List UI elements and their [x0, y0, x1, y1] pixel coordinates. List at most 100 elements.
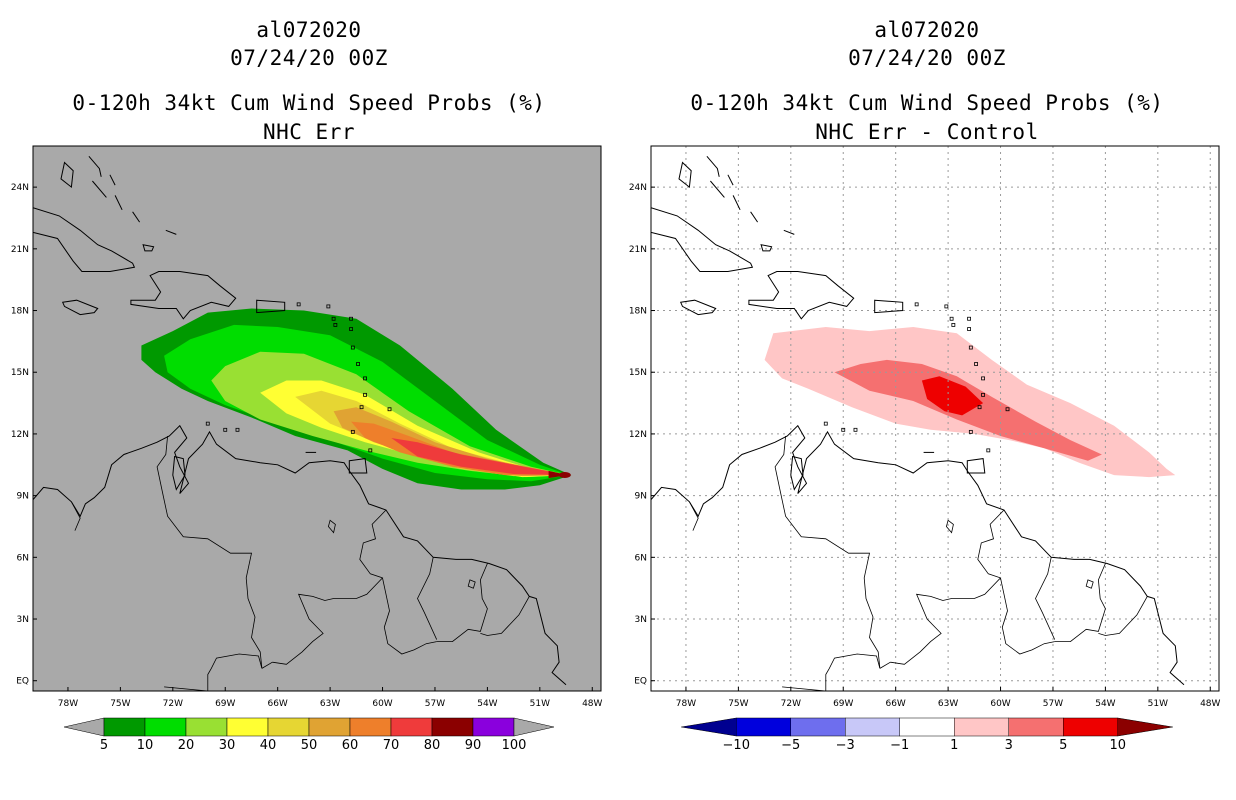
guyana-brazil-border [1000, 577, 1055, 655]
colorbar-swatch [954, 717, 1009, 737]
small-island [853, 427, 858, 432]
map-frame [32, 145, 602, 692]
colorbar-label: 20 [178, 738, 195, 753]
small-island [387, 407, 392, 412]
bahamas-cat-coastline [109, 174, 116, 186]
lat-tick-label: EQ [634, 677, 647, 687]
lon-tick-label: 57W [1043, 699, 1063, 709]
brokopondo-reservoir [467, 579, 476, 589]
bahamas-acklins-coastline [132, 211, 141, 223]
colorbar: −10 −5 −3 −1 1 3 5 10 [681, 717, 1173, 753]
guyana-brazil-border [382, 577, 437, 655]
puerto-rico-coastline [256, 299, 286, 314]
lat-tick-label: 6N [17, 553, 29, 563]
colombia-venezuela-border [156, 435, 263, 669]
colorbar-end-right [1117, 717, 1173, 737]
bahamas-eleuthera-coastline [88, 155, 102, 177]
small-island [359, 405, 364, 410]
colorbar-label: 30 [219, 738, 236, 753]
small-island [981, 392, 985, 397]
lat-tick-label: 24N [11, 183, 29, 193]
lon-tick-label: 60W [372, 699, 392, 709]
lon-tick-label: 72W [781, 699, 801, 709]
lon-tick-label: 48W [582, 699, 602, 709]
map-layers [651, 146, 1219, 691]
colorbar-swatch [1008, 717, 1064, 737]
storm-id: al072020 [256, 18, 362, 42]
lon-tick-label: 57W [425, 699, 445, 709]
colorbar-label: 3 [1005, 738, 1013, 753]
colombia-panama-border [689, 501, 699, 531]
lon-tick-label: 78W [676, 699, 696, 709]
lon-tick-label: 69W [215, 699, 235, 709]
lon-tick-label: 78W [58, 699, 78, 709]
small-island [981, 376, 985, 381]
guyana-suriname-border [1035, 557, 1056, 640]
small-island [356, 362, 360, 366]
storm-id: al072020 [874, 18, 980, 42]
colorbar-label: 1 [950, 738, 958, 753]
colorbar-swatch [308, 717, 351, 737]
difference-map: 78W 75W 72W 69W 66W 63W 60W 57W 54W 51W 48W EQ 3N 6N 9… [629, 145, 1221, 753]
venezuela-guyana-border [272, 509, 387, 665]
venezuela-guyana-border [890, 509, 1005, 665]
colorbar-label: 5 [100, 738, 108, 753]
small-island [823, 421, 828, 426]
colorbar-label: −1 [890, 738, 909, 753]
colorbar-swatch [226, 717, 269, 737]
small-island [967, 316, 971, 321]
product-title: 0-120h 34kt Cum Wind Speed Probs (%) [72, 91, 546, 115]
colorbar-swatch [267, 717, 310, 737]
bahamas-long-coastline [732, 195, 741, 211]
colorbar-label: 80 [424, 738, 441, 753]
small-island [205, 421, 210, 426]
small-island [986, 448, 991, 453]
product-title: 0-120h 34kt Cum Wind Speed Probs (%) [690, 91, 1164, 115]
bahamas-long-coastline [114, 195, 123, 211]
colombia-ecuador-border [782, 686, 826, 691]
colorbar-label: 40 [260, 738, 277, 753]
lat-tick-label: 18N [11, 307, 29, 317]
guiana-brazil-border [480, 596, 530, 636]
colorbar-label: 50 [301, 738, 318, 753]
lat-tick-label: 9N [17, 492, 29, 502]
hispaniola-coastline [748, 271, 855, 320]
lat-tick-label: 12N [629, 430, 647, 440]
lat-tick-label: 21N [11, 245, 29, 255]
diff-contour-5 [921, 376, 984, 416]
bahamas-exuma-coastline [710, 180, 725, 198]
small-island [326, 304, 331, 309]
jamaica-coastline [61, 299, 99, 316]
probability-map: 78W 75W 72W 69W 66W 63W 60W 57W 54W 51W 48W EQ 3N 6N 9… [11, 145, 603, 753]
lon-tick-label: 48W [1200, 699, 1220, 709]
colorbar-swatch [431, 717, 474, 737]
small-island [296, 302, 301, 307]
small-island [974, 362, 978, 366]
lon-tick-label: 75W [110, 699, 130, 709]
lat-tick-label: 3N [17, 615, 29, 625]
inagua-coastline [760, 244, 773, 252]
bahamas-acklins-coastline [750, 211, 759, 223]
suriname-guiana-border [1054, 563, 1106, 642]
right-panel: al072020 07/24/20 00Z 0-120h 34kt Cum Wi… [618, 0, 1236, 800]
small-island [968, 345, 973, 350]
turks-caicos-coastline [165, 229, 177, 235]
colorbar-label: 5 [1059, 738, 1067, 753]
lon-tick-label: 60W [990, 699, 1010, 709]
small-island [235, 427, 240, 432]
small-island [977, 405, 982, 410]
map-frame [650, 145, 1220, 692]
guri-reservoir [327, 519, 336, 534]
small-island [368, 448, 373, 453]
venezuela-brazil-border [879, 661, 891, 669]
suriname-guiana-border [436, 563, 488, 642]
colorbar-label: 100 [502, 738, 527, 753]
inagua-coastline [142, 244, 155, 252]
small-island [333, 323, 338, 327]
lon-tick-label: 66W [885, 699, 905, 709]
colorbar-label: 10 [1109, 738, 1126, 753]
lat-tick-label: 12N [11, 430, 29, 440]
map-layers [33, 155, 572, 691]
bahamas-andros-coastline [60, 161, 74, 189]
colorbar-label: 70 [383, 738, 400, 753]
